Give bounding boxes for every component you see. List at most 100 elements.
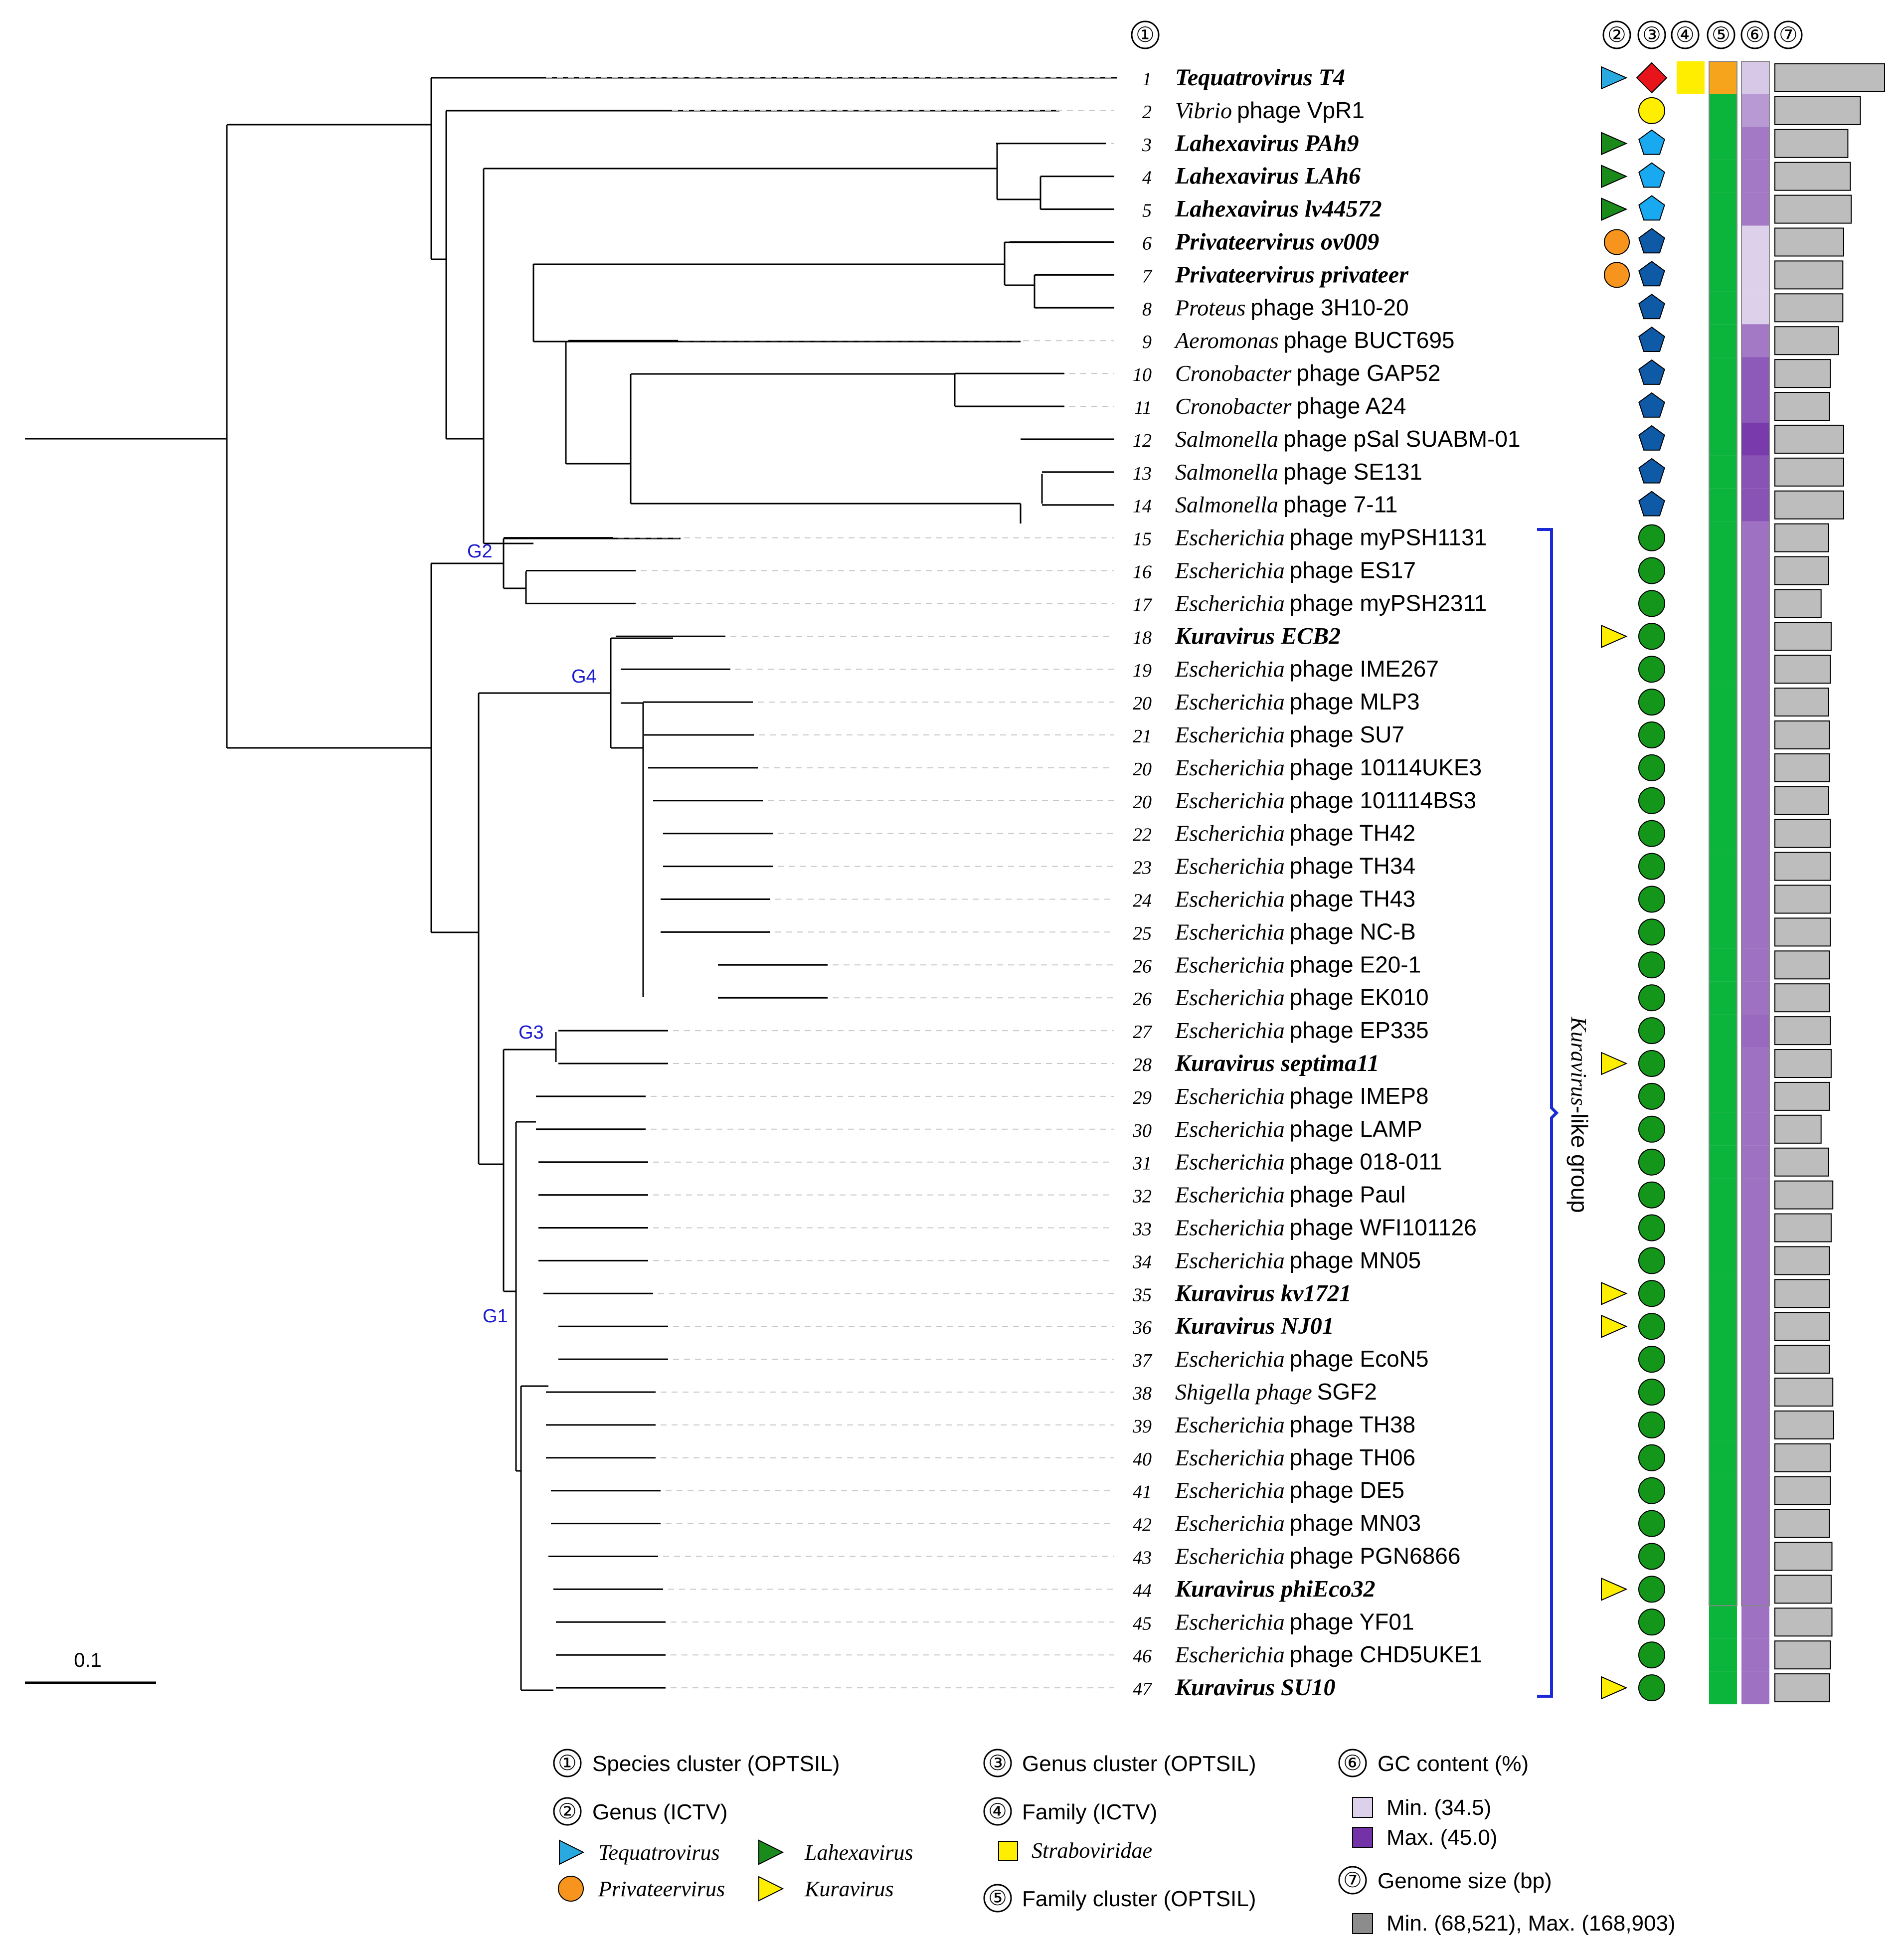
taxon-number: 47	[1133, 1679, 1153, 1700]
genus-cluster-dark-pentagon-icon	[1638, 392, 1665, 418]
genus-cluster-dark-pentagon-icon	[1638, 261, 1665, 287]
legend-genus-lahexavirus: Lahexavirus	[804, 1840, 913, 1865]
genus-cluster-green-circle-icon	[1638, 1148, 1665, 1176]
family-cluster-cell	[1709, 1343, 1737, 1376]
taxon-name: Escherichia phage SU7	[1175, 721, 1404, 747]
taxon-name: Escherichia phage LAMP	[1175, 1116, 1422, 1142]
taxon-name: Vibrio phage VpR1	[1175, 97, 1365, 123]
taxon-number: 1	[1142, 69, 1152, 90]
taxon-row: 32 Escherichia phage Paul	[1132, 1182, 1405, 1208]
family-cluster-cell	[1709, 1376, 1737, 1409]
annotation-row	[1601, 1310, 1830, 1343]
genome-size-bar	[1774, 1049, 1832, 1078]
gc-content-cell	[1741, 258, 1769, 292]
gc-content-cell	[1741, 883, 1769, 916]
gc-content-cell	[1741, 1408, 1769, 1441]
annotation-row	[1638, 1441, 1831, 1474]
family-cluster-cell	[1709, 784, 1737, 817]
annotation-row	[1638, 784, 1829, 817]
taxon-row: 28 Kuravirus septima11	[1133, 1050, 1379, 1076]
genome-size-bar	[1774, 983, 1830, 1013]
gc-content-cell	[1741, 1376, 1769, 1409]
gc-content-cell	[1741, 1211, 1769, 1244]
taxon-number: 32	[1132, 1186, 1152, 1207]
taxon-name: Kuravirus NJ01	[1175, 1313, 1334, 1339]
annotation-row	[1638, 1376, 1834, 1409]
taxon-row: 11 Cronobacter phage A24	[1134, 393, 1406, 419]
gc-content-cell	[1741, 61, 1769, 94]
taxon-name: Escherichia phage 018-011	[1175, 1149, 1442, 1175]
taxon-name: Escherichia phage CHD5UKE1	[1175, 1641, 1482, 1667]
taxon-name: Salmonella phage 7-11	[1175, 492, 1397, 518]
taxon-row: 14 Salmonella phage 7-11	[1133, 492, 1397, 518]
tequatrovirus-triangle-icon	[559, 1839, 585, 1865]
taxon-number: 27	[1133, 1022, 1153, 1043]
privateervirus-circle-icon	[1604, 262, 1630, 288]
annotation-row	[1638, 324, 1839, 357]
genus-cluster-green-circle-icon	[1638, 1115, 1665, 1143]
genome-size-bar	[1774, 1476, 1831, 1505]
taxon-number: 20	[1133, 792, 1152, 813]
taxon-name: Escherichia phage TH42	[1175, 820, 1415, 846]
genome-size-bar	[1774, 753, 1830, 782]
genome-size-bar	[1774, 1673, 1830, 1703]
legend-label-2: Genus (ICTV)	[592, 1800, 727, 1824]
taxon-row: 33 Escherichia phage WFI101126	[1132, 1215, 1477, 1241]
genus-cluster-dark-pentagon-icon	[1638, 326, 1665, 352]
lahexavirus-triangle-icon	[758, 1839, 784, 1865]
legend-label-4: Family (ICTV)	[1022, 1800, 1157, 1824]
family-cluster-cell	[1709, 850, 1737, 883]
annotation-row	[1638, 1211, 1832, 1244]
legend-label-5: Family cluster (OPTSIL)	[1022, 1887, 1256, 1911]
gc-content-cell	[1741, 1178, 1769, 1212]
legend-item-4: ④ Family (ICTV) Straboviridae	[983, 1797, 1157, 1863]
header-2-label: ②	[1607, 24, 1626, 47]
annotation-row	[1638, 357, 1831, 390]
family-cluster-cell	[1709, 192, 1737, 226]
taxon-row: 17 Escherichia phage myPSH2311	[1133, 590, 1487, 616]
genome-size-bar	[1774, 326, 1839, 355]
legend-gc-max: Max. (45.0)	[1386, 1825, 1498, 1850]
leader-lines	[546, 77, 1114, 1689]
taxon-row: 42 Escherichia phage MN03	[1133, 1510, 1421, 1536]
genus-cluster-green-circle-icon	[1638, 1510, 1665, 1537]
taxon-name: Escherichia phage MN03	[1175, 1510, 1421, 1536]
taxon-row: 38 Shigella phage SGF2	[1132, 1379, 1377, 1405]
taxon-number: 20	[1133, 759, 1152, 780]
family-cluster-cell	[1709, 61, 1737, 94]
taxon-name: Escherichia phage MN05	[1175, 1247, 1421, 1273]
header-5: ⑤	[1707, 20, 1735, 49]
kuravirus-triangle-icon	[1601, 1281, 1628, 1305]
taxon-row: 18 Kuravirus ECB2	[1133, 623, 1341, 649]
privateervirus-circle-icon	[558, 1876, 584, 1902]
annotation-row	[1638, 1540, 1833, 1573]
taxon-row: 20 Escherichia phage 10114UKE3	[1133, 754, 1482, 780]
taxon-row: 13 Salmonella phage SE131	[1133, 459, 1422, 485]
genus-cluster-green-circle-icon	[1638, 1608, 1665, 1636]
family-cluster-cell	[1709, 1310, 1737, 1343]
legend-item-1: ① Species cluster (OPTSIL)	[553, 1749, 840, 1777]
annotation-row	[1604, 258, 1844, 292]
taxon-row: 25 Escherichia phage NC-B	[1133, 918, 1416, 944]
genome-size-bar	[1774, 490, 1844, 520]
clade-label-g1: G1	[483, 1306, 508, 1327]
genome-size-bar	[1774, 1279, 1830, 1308]
taxon-name: Proteus phage 3H10-20	[1175, 294, 1409, 320]
legend: ① Species cluster (OPTSIL) ② Genus (ICTV…	[553, 1749, 1676, 1936]
annotation-row	[1601, 61, 1885, 94]
family-cluster-cell	[1709, 948, 1737, 982]
family-cluster-cell	[1709, 915, 1737, 949]
kuravirus-triangle-icon	[758, 1876, 784, 1902]
family-cluster-cell	[1709, 94, 1737, 127]
annotation-row	[1638, 751, 1830, 784]
legend-genus-tequatrovirus: Tequatrovirus	[598, 1840, 720, 1865]
taxon-row: 23 Escherichia phage TH34	[1133, 853, 1415, 879]
taxon-name: Escherichia phage myPSH1131	[1175, 525, 1487, 550]
genus-cluster-green-circle-icon	[1638, 1674, 1665, 1702]
legend-label-7: Genome size (bp)	[1378, 1869, 1552, 1893]
genus-cluster-green-circle-icon	[1638, 853, 1665, 880]
genome-size-bar	[1774, 293, 1844, 323]
privateervirus-circle-icon	[1604, 229, 1630, 255]
family-cluster-cell	[1709, 225, 1737, 259]
family-cluster-cell	[1709, 751, 1737, 784]
